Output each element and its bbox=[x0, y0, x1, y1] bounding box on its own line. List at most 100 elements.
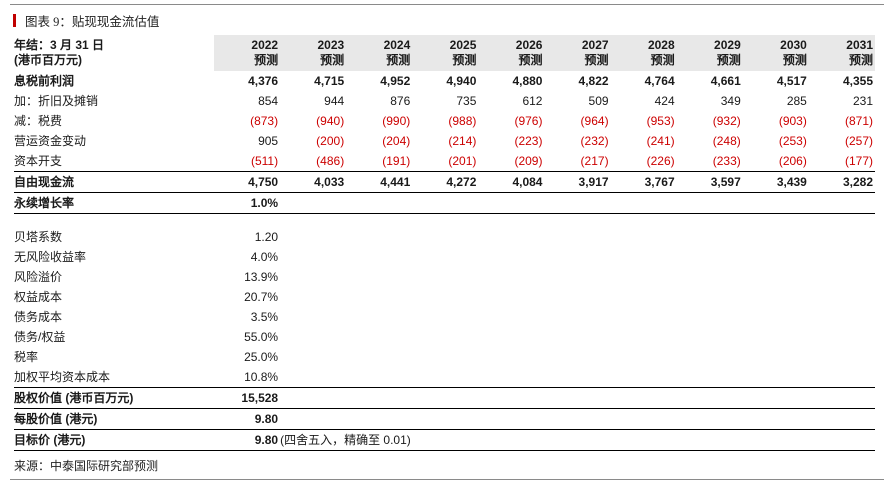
forecast-label: 预测 bbox=[782, 53, 807, 67]
column-header-label: 年结：3 月 31 日 (港币百万元) bbox=[14, 35, 214, 71]
cell-value: 55.0% bbox=[244, 330, 279, 344]
cell-value: (257) bbox=[844, 134, 873, 148]
cell-value bbox=[676, 192, 743, 214]
row-note bbox=[280, 327, 875, 347]
column-header-year: 2031 预测 bbox=[808, 35, 875, 71]
cell-value bbox=[280, 192, 347, 214]
header-label-line2: (港币百万元) bbox=[14, 53, 82, 67]
cell-value: (200) bbox=[316, 134, 345, 148]
table-row: 息税前利润 4,376 4,715 4,952 4,940 4,880 4,822 4,764… bbox=[14, 71, 875, 91]
row-label: 股权价值 (港币百万元) bbox=[14, 387, 214, 409]
table-row: 债务成本 3.5% bbox=[14, 307, 875, 327]
cell-value: 15,528 bbox=[214, 387, 281, 409]
cell-value: (217) bbox=[580, 154, 609, 168]
row-label: 永续增长率 bbox=[14, 192, 214, 214]
cell-value: (903) bbox=[778, 114, 807, 128]
forecast-label: 预测 bbox=[320, 53, 345, 67]
table-row: 股权价值 (港币百万元) 15,528 bbox=[14, 387, 875, 409]
table-row: 自由现金流 4,750 4,033 4,441 4,272 4,084 3,917 3,767… bbox=[14, 171, 875, 193]
cell-value: (226) bbox=[646, 154, 675, 168]
cell-value: (223) bbox=[514, 134, 543, 148]
cell-value: (871) bbox=[844, 114, 873, 128]
cell-value: 4,750 bbox=[214, 171, 281, 193]
cell-value: (248) bbox=[712, 134, 741, 148]
row-label: 无风险收益率 bbox=[14, 250, 87, 264]
cell-value: 3.5% bbox=[250, 310, 279, 324]
cell-value: 3,597 bbox=[676, 171, 743, 193]
table-row: 加：折旧及摊销 854 944 876 735 612 509 424 349 285 231 bbox=[14, 91, 875, 111]
cell-value: 4,715 bbox=[314, 74, 345, 88]
column-header-year: 2030 预测 bbox=[742, 35, 809, 71]
cell-value: 1.20 bbox=[254, 230, 279, 244]
table-row: 贝塔系数 1.20 bbox=[14, 227, 875, 247]
row-label: 资本开支 bbox=[14, 154, 63, 168]
cell-value: (204) bbox=[382, 134, 411, 148]
row-note bbox=[280, 408, 875, 430]
table-row: 债务/权益 55.0% bbox=[14, 327, 875, 347]
cell-value: 9.80 bbox=[214, 408, 281, 430]
cell-value: 3,439 bbox=[742, 171, 809, 193]
row-label: 债务成本 bbox=[14, 310, 63, 324]
row-label: 息税前利润 bbox=[14, 74, 75, 88]
year-label: 2028 bbox=[647, 38, 675, 52]
row-label: 目标价 (港元) bbox=[14, 429, 214, 451]
table-header-row: 年结：3 月 31 日 (港币百万元) 2022 预测 2023 预测 2024 预测 2025… bbox=[14, 35, 875, 71]
row-note bbox=[280, 367, 875, 388]
cell-value: 349 bbox=[720, 94, 741, 108]
cell-value: 285 bbox=[786, 94, 807, 108]
cell-value bbox=[544, 192, 611, 214]
cell-value: (209) bbox=[514, 154, 543, 168]
cell-value: 612 bbox=[522, 94, 543, 108]
dcf-valuation-table: 年结：3 月 31 日 (港币百万元) 2022 预测 2023 预测 2024 预测 2025… bbox=[14, 35, 875, 451]
figure9-title: 图表 9：贴现现金流估值 bbox=[25, 15, 160, 29]
cell-value: 4,940 bbox=[446, 74, 477, 88]
cell-value: 4,764 bbox=[644, 74, 675, 88]
row-note bbox=[280, 227, 875, 247]
cell-value bbox=[478, 192, 545, 214]
forecast-label: 预测 bbox=[452, 53, 477, 67]
cell-value: 509 bbox=[588, 94, 609, 108]
spacer-row bbox=[14, 214, 875, 228]
cell-value: 4.0% bbox=[250, 250, 279, 264]
row-note bbox=[280, 247, 875, 267]
table-row: 营运资金变动 905 (200) (204) (214) (223) (232) (241) (… bbox=[14, 131, 875, 151]
row-note bbox=[280, 387, 875, 409]
row-label: 加：折旧及摊销 bbox=[14, 94, 99, 108]
cell-value: 4,517 bbox=[776, 74, 807, 88]
cell-value: 4,952 bbox=[380, 74, 411, 88]
cell-value: 854 bbox=[258, 94, 279, 108]
cell-value: (873) bbox=[250, 114, 279, 128]
row-label: 每股价值 (港元) bbox=[14, 408, 214, 430]
source-note: 来源：中泰国际研究部预测 bbox=[14, 459, 159, 473]
year-label: 2022 bbox=[251, 38, 279, 52]
cell-value bbox=[412, 192, 479, 214]
forecast-label: 预测 bbox=[584, 53, 609, 67]
spacer-cell bbox=[14, 214, 875, 228]
column-header-year: 2024 预测 bbox=[346, 35, 413, 71]
year-label: 2031 bbox=[846, 38, 873, 52]
row-label: 权益成本 bbox=[14, 290, 63, 304]
cell-value: (253) bbox=[778, 134, 807, 148]
cell-value: 876 bbox=[390, 94, 411, 108]
row-note bbox=[280, 287, 875, 307]
cell-value bbox=[808, 192, 875, 214]
cell-value: (206) bbox=[778, 154, 807, 168]
cell-value: 20.7% bbox=[244, 290, 279, 304]
cell-value: 9.80 bbox=[214, 429, 281, 451]
table-row: 减：税费 (873) (940) (990) (988) (976) (964) (953) (… bbox=[14, 111, 875, 131]
section-divider-rule bbox=[10, 479, 884, 480]
top-rule bbox=[10, 4, 884, 5]
forecast-label: 预测 bbox=[518, 53, 543, 67]
cell-value: 4,880 bbox=[512, 74, 543, 88]
cell-value: (964) bbox=[580, 114, 609, 128]
row-note bbox=[280, 347, 875, 367]
forecast-label: 预测 bbox=[650, 53, 675, 67]
cell-value: 4,272 bbox=[412, 171, 479, 193]
year-label: 2029 bbox=[714, 38, 741, 52]
cell-value: (511) bbox=[250, 154, 279, 168]
row-label: 减：税费 bbox=[14, 114, 63, 128]
row-note: (四舍五入，精确至 0.01) bbox=[280, 429, 875, 451]
cell-value: (953) bbox=[646, 114, 675, 128]
year-label: 2027 bbox=[581, 38, 609, 52]
